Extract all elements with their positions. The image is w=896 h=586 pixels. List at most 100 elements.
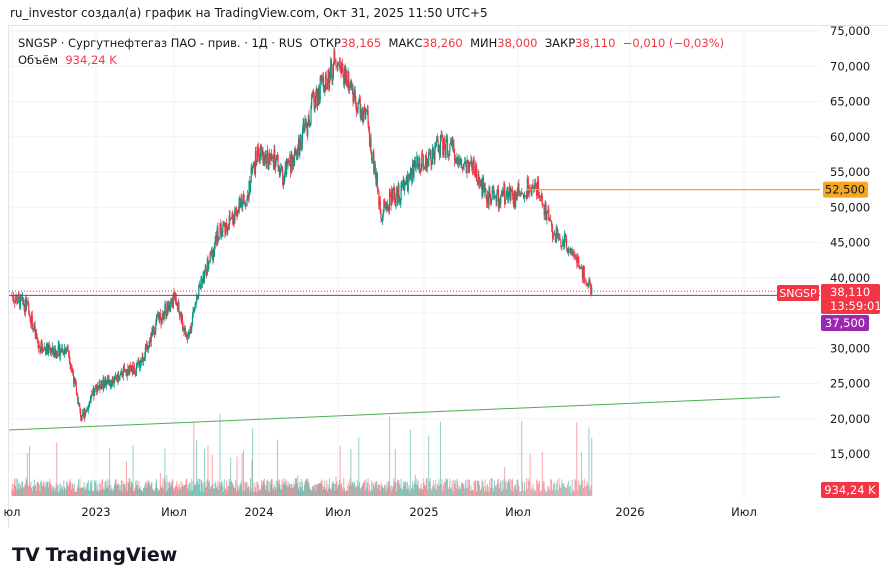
volume-bar: [290, 487, 292, 496]
candle-body: [180, 316, 182, 321]
volume-bar: [180, 481, 182, 496]
candle-body: [63, 348, 66, 354]
candle-body: [576, 258, 578, 264]
candle-body: [564, 234, 566, 247]
open-value: 38,165: [340, 36, 382, 50]
volume-bar: [50, 484, 52, 496]
volume-bar: [451, 480, 453, 496]
volume-bar: [332, 480, 334, 496]
volume-bar: [561, 479, 563, 496]
tradingview-logo[interactable]: 𝗧𝗩 TradingView: [12, 544, 177, 566]
candle-body: [57, 345, 59, 356]
volume-bar: [460, 486, 462, 496]
volume-bar: [496, 484, 498, 496]
volume-tag-text: 934,24 K: [824, 483, 876, 497]
volume-bar: [374, 487, 376, 496]
volume-bar: [425, 485, 427, 496]
volume-bar: [189, 483, 191, 496]
candle-body: [179, 316, 181, 317]
volume-bar: [184, 485, 186, 496]
candle-body: [158, 316, 160, 319]
candle-body: [553, 234, 555, 236]
candle-body: [432, 147, 434, 165]
low-label: МИН: [470, 36, 498, 50]
volume-bar: [473, 480, 475, 496]
volume-bar: [497, 479, 499, 496]
volume-bar: [303, 491, 305, 496]
candle-body: [586, 284, 588, 286]
candle-body: [197, 295, 199, 300]
x-tick-label: Июл: [161, 505, 187, 519]
volume-bar: [94, 482, 96, 496]
candle-body: [477, 174, 479, 181]
volume-bar: [322, 489, 324, 496]
candle-body: [587, 283, 589, 286]
volume-bar: [133, 491, 135, 496]
candle-body: [429, 150, 431, 155]
volume-bar: [230, 480, 232, 496]
candle-body: [425, 155, 427, 172]
candle-body: [588, 279, 590, 284]
candle-body: [518, 183, 520, 194]
volume-bar: [254, 487, 256, 496]
volume-bar: [24, 485, 26, 496]
volume-bar: [78, 479, 79, 496]
volume-bar: [527, 478, 529, 496]
volume-bar: [498, 488, 500, 496]
candle-body: [178, 302, 180, 313]
volume-bar: [399, 487, 401, 496]
volume-bar: [499, 482, 501, 496]
candle-body: [443, 139, 445, 148]
volume-bar: [353, 481, 355, 496]
volume-bar: [520, 491, 522, 496]
candle-body: [456, 156, 458, 163]
volume-bar: [32, 485, 34, 496]
volume-bar: [46, 480, 48, 496]
volume-bar: [543, 481, 545, 496]
candle-body: [311, 92, 313, 96]
candle-body: [369, 138, 371, 147]
volume-bar: [544, 488, 546, 496]
volume-bar: [431, 490, 433, 496]
candle-body: [370, 138, 372, 153]
candle-body: [234, 208, 236, 222]
volume-bar: [579, 485, 581, 496]
candle-body: [152, 329, 154, 330]
candle-body: [386, 203, 388, 209]
candle-body: [399, 200, 401, 203]
candle-body: [346, 70, 348, 85]
candle-body: [256, 161, 258, 163]
volume-bar: [140, 490, 142, 496]
candle-body: [431, 164, 433, 166]
volume-bar: [458, 485, 460, 496]
y-tick-label: 75,000: [830, 24, 870, 38]
volume-bar: [144, 484, 146, 496]
volume-bar: [102, 478, 103, 496]
candle-body: [191, 325, 193, 330]
candle-body: [87, 408, 89, 411]
volume-bar: [223, 478, 225, 496]
candle-body: [277, 154, 279, 168]
candle-body: [446, 137, 448, 140]
volume-bar: [41, 484, 43, 496]
y-tick-label: 45,000: [830, 236, 870, 250]
candle-body: [233, 216, 235, 222]
candle-body: [186, 336, 188, 338]
volume-bar: [206, 487, 208, 496]
candle-body: [172, 301, 174, 307]
chart-frame[interactable]: [8, 25, 887, 527]
volume-bar: [385, 491, 387, 496]
volume-bar: [313, 487, 315, 496]
candle-body: [487, 195, 489, 206]
candle-body: [55, 350, 57, 356]
volume-bar: [154, 491, 155, 496]
candle-body: [21, 297, 24, 300]
candle-body: [331, 66, 333, 82]
candle-body: [264, 156, 266, 164]
candle-body: [80, 409, 82, 418]
candle-body: [462, 168, 464, 170]
candle-body: [215, 235, 217, 242]
volume-bar: [261, 479, 263, 496]
candle-body: [280, 166, 282, 169]
